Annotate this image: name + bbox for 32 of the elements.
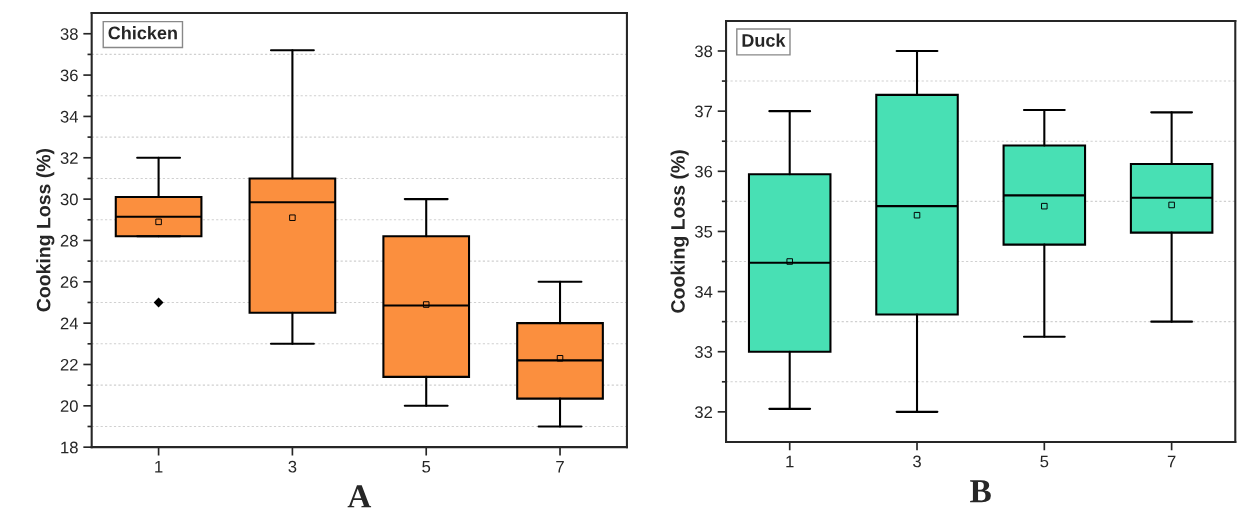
y-tick-label: 22: [60, 358, 78, 371]
x-tick-label: 3: [288, 460, 297, 473]
y-axis-title: Cooking Loss (%): [670, 150, 689, 313]
y-tick-label: 33: [694, 346, 713, 358]
y-tick-label: 36: [694, 165, 713, 178]
y-tick-label: 24: [60, 317, 79, 330]
y-tick-label: 36: [60, 69, 78, 82]
y-tick-label: 20: [60, 400, 78, 413]
x-tick-label: 1: [155, 460, 163, 473]
y-tick-label: 32: [694, 406, 713, 419]
y-axis-title: Cooking Loss (%): [36, 148, 55, 312]
y-tick-label: 34: [694, 285, 713, 298]
y-tick-label: 30: [60, 193, 78, 206]
y-tick-label: 28: [60, 234, 78, 247]
text: Chicken: [108, 26, 177, 40]
x-tick-label: 5: [422, 460, 431, 473]
x-axis-title: A: [347, 485, 372, 508]
y-tick-label: 32: [60, 152, 78, 164]
y-tick-label: 34: [60, 110, 79, 123]
y-tick-label: 38: [60, 28, 78, 40]
x-axis-title: B: [970, 480, 991, 503]
y-tick-label: 18: [61, 441, 78, 454]
x-tick-label: 7: [556, 460, 564, 473]
y-tick-label: 35: [694, 225, 713, 238]
x-tick-label: 5: [1040, 455, 1049, 468]
x-tick-label: 1: [786, 455, 794, 468]
y-tick-label: 38: [694, 45, 713, 58]
x-tick-label: 7: [1167, 455, 1176, 468]
text: Duck: [742, 33, 786, 47]
y-tick-label: 26: [60, 276, 78, 288]
x-tick-label: 3: [913, 455, 921, 468]
y-tick-label: 37: [694, 105, 713, 118]
